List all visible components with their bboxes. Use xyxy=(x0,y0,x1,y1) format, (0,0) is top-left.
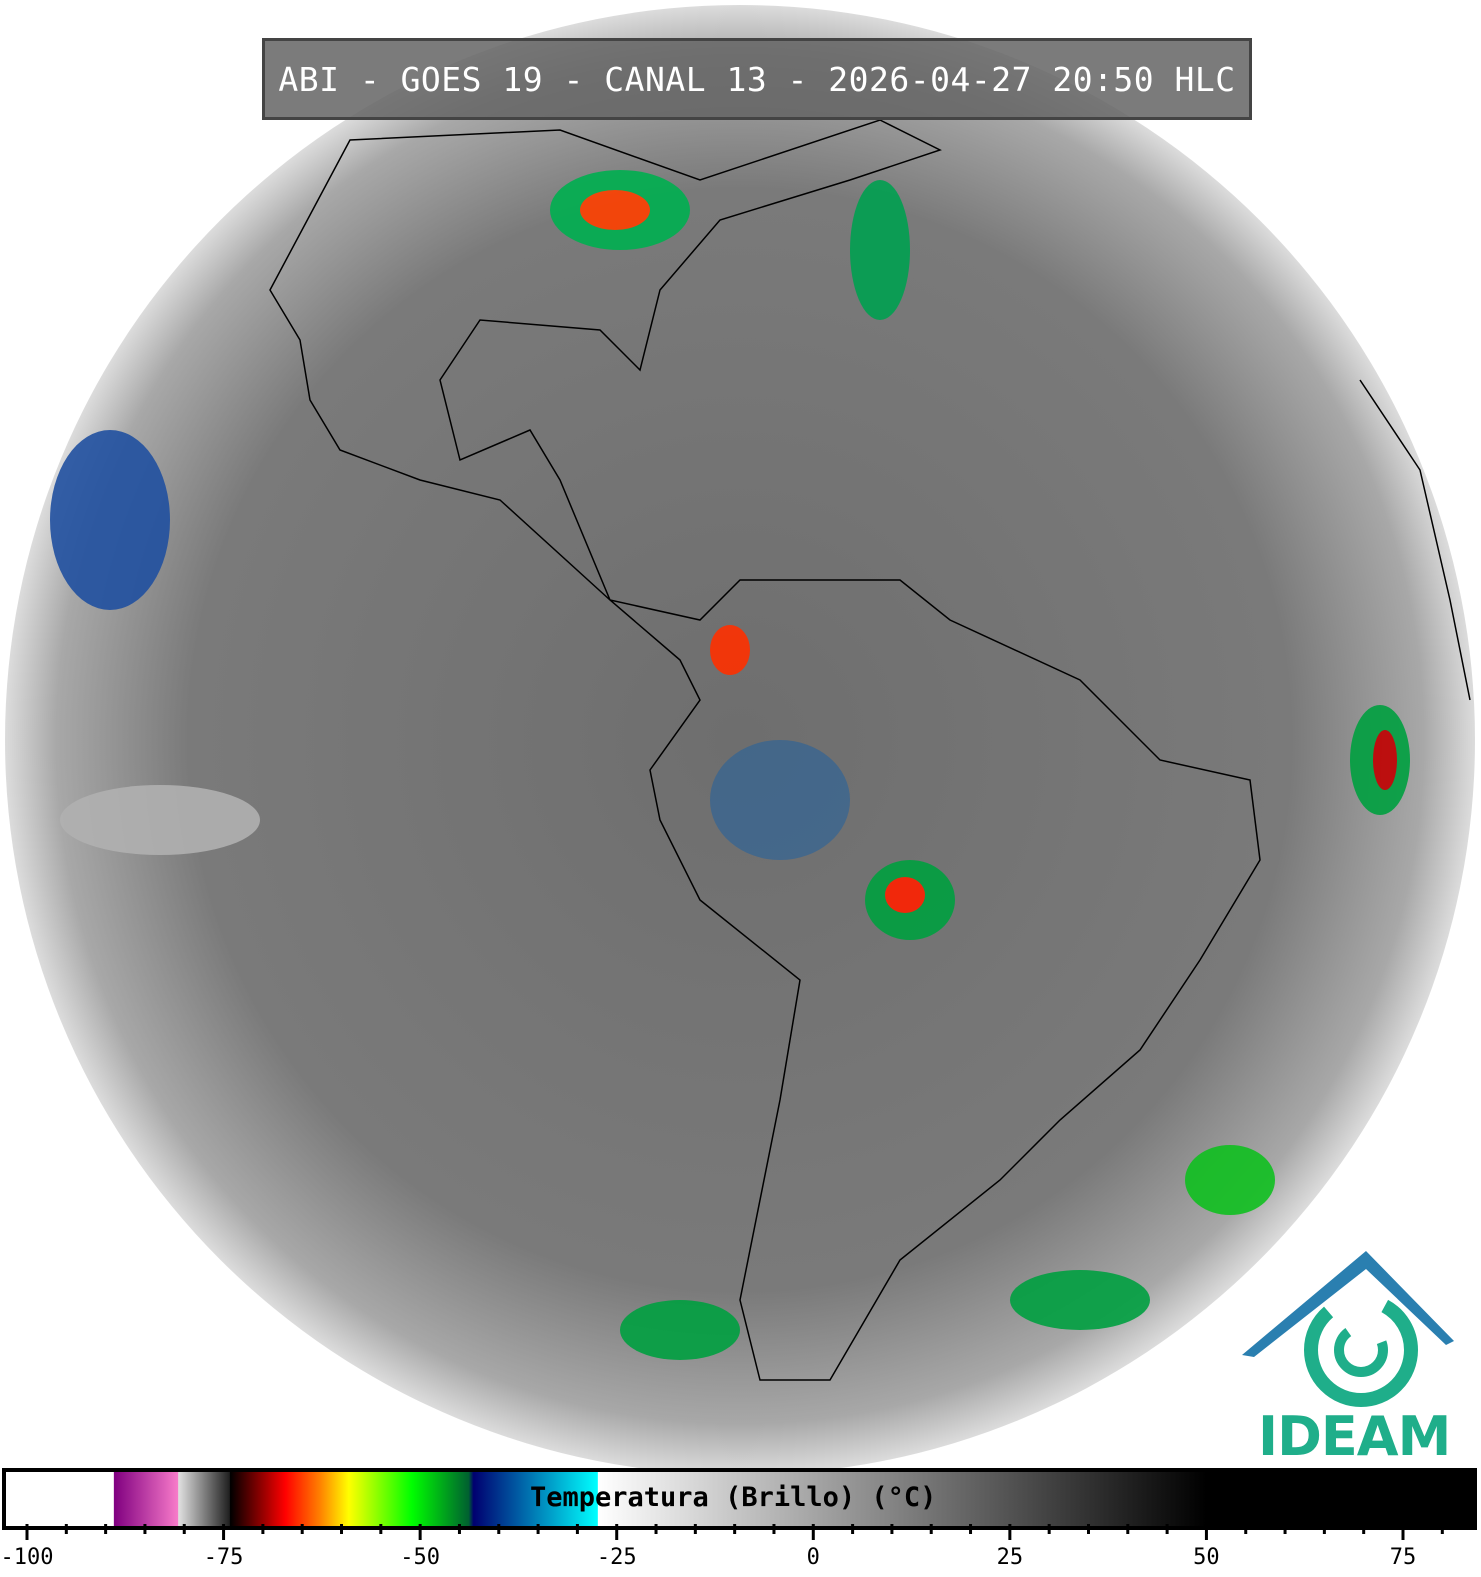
tick-label: 50 xyxy=(1193,1545,1220,1570)
tick-label: -75 xyxy=(204,1545,244,1570)
ideam-logo xyxy=(1242,1251,1454,1407)
colorbar xyxy=(2,1468,1477,1530)
tick-label: 75 xyxy=(1390,1545,1417,1570)
ideam-logo-text: IDEAM xyxy=(1258,1405,1451,1468)
colorbar-label: Temperatura (Brillo) (°C) xyxy=(530,1482,937,1513)
earth-disk xyxy=(5,5,1475,1470)
satellite-globe-image xyxy=(5,5,1475,1470)
colorbar-axis: -100 -75 -50 -25 0 25 50 75 xyxy=(1,1524,1444,1570)
cloud-features xyxy=(50,170,1410,1360)
tick-label: -50 xyxy=(400,1545,440,1570)
tick-label: -100 xyxy=(1,1545,54,1570)
tick-label: 25 xyxy=(997,1545,1024,1570)
tick-label: -25 xyxy=(597,1545,637,1570)
title-text: ABI - GOES 19 - CANAL 13 - 2026-04-27 20… xyxy=(278,59,1236,99)
coastlines xyxy=(269,119,1471,1381)
tick-label: 0 xyxy=(807,1545,820,1570)
image-title: ABI - GOES 19 - CANAL 13 - 2026-04-27 20… xyxy=(262,38,1252,120)
